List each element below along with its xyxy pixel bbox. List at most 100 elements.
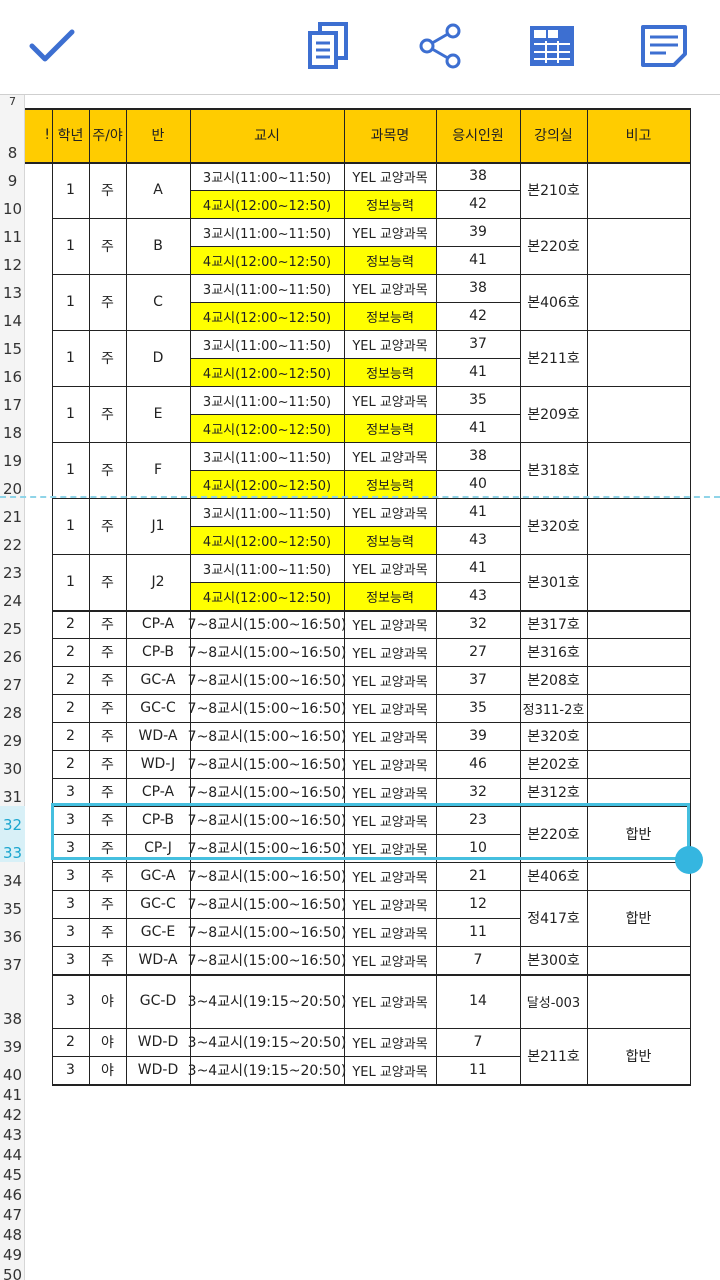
period-cell[interactable]: 7~8교시(15:00~16:50) (187, 841, 347, 857)
period-cell[interactable]: 3~4교시(19:15~20:50) (187, 1035, 347, 1051)
subject-cell[interactable]: YEL 교양과목 (352, 394, 428, 410)
count-cell[interactable]: 38 (469, 280, 487, 296)
row-header-18[interactable]: 18 (2, 424, 23, 442)
header-room[interactable]: 강의실 (534, 128, 573, 144)
class-cell[interactable]: GC-A (140, 868, 176, 884)
period-cell[interactable]: 7~8교시(15:00~16:50) (187, 645, 347, 661)
count-cell[interactable]: 42 (469, 196, 487, 212)
room-cell[interactable]: 본300호 (527, 953, 580, 969)
period-cell[interactable]: 4교시(12:00~12:50) (202, 366, 332, 382)
subject-cell[interactable]: YEL 교양과목 (352, 450, 428, 466)
grade-cell[interactable]: 2 (66, 644, 75, 660)
room-cell[interactable]: 달성-003 (526, 995, 581, 1011)
day-night-cell[interactable]: 주 (101, 645, 114, 661)
day-night-cell[interactable]: 주 (101, 729, 114, 745)
subject-cell[interactable]: YEL 교양과목 (352, 1036, 428, 1052)
room-cell[interactable]: 본301호 (527, 575, 580, 591)
subject-cell[interactable]: YEL 교양과목 (352, 674, 428, 690)
grade-cell[interactable]: 3 (66, 952, 75, 968)
row-header-25[interactable]: 25 (2, 620, 23, 638)
row-header-46[interactable]: 46 (2, 1186, 23, 1204)
count-cell[interactable]: 11 (469, 924, 487, 940)
row-header-35[interactable]: 35 (2, 900, 23, 918)
row-header-19[interactable]: 19 (2, 452, 23, 470)
row-header-39[interactable]: 39 (2, 1038, 23, 1056)
count-cell[interactable]: 10 (469, 840, 487, 856)
day-night-cell[interactable]: 주 (101, 757, 114, 773)
period-cell[interactable]: 4교시(12:00~12:50) (202, 310, 332, 326)
period-cell[interactable]: 3교시(11:00~11:50) (202, 338, 332, 354)
subject-cell[interactable]: 정보능력 (366, 310, 414, 326)
row-header-30[interactable]: 30 (2, 760, 23, 778)
period-cell[interactable]: 3교시(11:00~11:50) (202, 506, 332, 522)
row-header-48[interactable]: 48 (2, 1226, 23, 1244)
subject-cell[interactable]: YEL 교양과목 (352, 730, 428, 746)
row-header-11[interactable]: 11 (2, 228, 23, 246)
day-night-cell[interactable]: 주 (101, 897, 114, 913)
period-cell[interactable]: 3교시(11:00~11:50) (202, 394, 332, 410)
day-night-cell[interactable]: 주 (101, 785, 114, 801)
class-cell[interactable]: CP-A (141, 616, 175, 632)
count-cell[interactable]: 42 (469, 308, 487, 324)
class-cell[interactable]: GC-C (140, 896, 176, 912)
subject-cell[interactable]: YEL 교양과목 (352, 702, 428, 718)
period-cell[interactable]: 7~8교시(15:00~16:50) (187, 729, 347, 745)
class-cell[interactable]: WD-D (137, 1034, 179, 1050)
class-cell[interactable]: D (152, 350, 164, 366)
count-cell[interactable]: 7 (473, 952, 483, 968)
grade-cell[interactable]: 3 (66, 812, 75, 828)
period-cell[interactable]: 4교시(12:00~12:50) (202, 254, 332, 270)
subject-cell[interactable]: YEL 교양과목 (352, 282, 428, 298)
subject-cell[interactable]: 정보능력 (366, 478, 414, 494)
count-cell[interactable]: 14 (469, 993, 487, 1009)
count-cell[interactable]: 32 (469, 616, 487, 632)
header-grade[interactable]: 학년 (57, 128, 84, 144)
count-cell[interactable]: 23 (469, 812, 487, 828)
subject-cell[interactable]: 정보능력 (366, 534, 414, 550)
row-header-40[interactable]: 40 (2, 1066, 23, 1084)
count-cell[interactable]: 43 (469, 532, 487, 548)
count-cell[interactable]: 11 (469, 1062, 487, 1078)
count-cell[interactable]: 46 (469, 756, 487, 772)
class-cell[interactable]: C (153, 294, 163, 310)
row-header-45[interactable]: 45 (2, 1166, 23, 1184)
selection-drag-handle[interactable] (675, 846, 703, 874)
grade-cell[interactable]: 1 (66, 182, 75, 198)
period-cell[interactable]: 3교시(11:00~11:50) (202, 170, 332, 186)
row-header-15[interactable]: 15 (2, 340, 23, 358)
room-cell[interactable]: 정417호 (527, 911, 580, 927)
row-header-7[interactable]: 7 (9, 95, 16, 108)
subject-cell[interactable]: 정보능력 (366, 422, 414, 438)
period-cell[interactable]: 7~8교시(15:00~16:50) (187, 785, 347, 801)
grade-cell[interactable]: 1 (66, 350, 75, 366)
period-cell[interactable]: 4교시(12:00~12:50) (202, 198, 332, 214)
count-cell[interactable]: 35 (469, 700, 487, 716)
subject-cell[interactable]: YEL 교양과목 (352, 618, 428, 634)
subject-cell[interactable]: YEL 교양과목 (352, 842, 428, 858)
period-cell[interactable]: 3교시(11:00~11:50) (202, 562, 332, 578)
count-cell[interactable]: 7 (473, 1034, 483, 1050)
room-cell[interactable]: 본202호 (527, 757, 580, 773)
subject-cell[interactable]: YEL 교양과목 (352, 506, 428, 522)
row-header-21[interactable]: 21 (2, 508, 23, 526)
subject-cell[interactable]: 정보능력 (366, 198, 414, 214)
row-header-38[interactable]: 38 (2, 1010, 23, 1028)
count-cell[interactable]: 43 (469, 588, 487, 604)
day-night-cell[interactable]: 주 (101, 841, 114, 857)
header-subject[interactable]: 과목명 (370, 128, 410, 144)
subject-cell[interactable]: YEL 교양과목 (352, 646, 428, 662)
note-cell[interactable]: 합반 (625, 911, 652, 927)
period-cell[interactable]: 7~8교시(15:00~16:50) (187, 673, 347, 689)
count-cell[interactable]: 41 (469, 252, 487, 268)
subject-cell[interactable]: YEL 교양과목 (352, 926, 428, 942)
period-cell[interactable]: 4교시(12:00~12:50) (202, 422, 332, 438)
row-header-12[interactable]: 12 (2, 256, 23, 274)
class-cell[interactable]: WD-D (137, 1062, 179, 1078)
grade-cell[interactable]: 1 (66, 294, 75, 310)
room-cell[interactable]: 본208호 (527, 673, 580, 689)
count-cell[interactable]: 41 (469, 420, 487, 436)
row-header-44[interactable]: 44 (2, 1146, 23, 1164)
row-header-23[interactable]: 23 (2, 564, 23, 582)
count-cell[interactable]: 27 (469, 644, 487, 660)
day-night-cell[interactable]: 주 (101, 463, 114, 479)
